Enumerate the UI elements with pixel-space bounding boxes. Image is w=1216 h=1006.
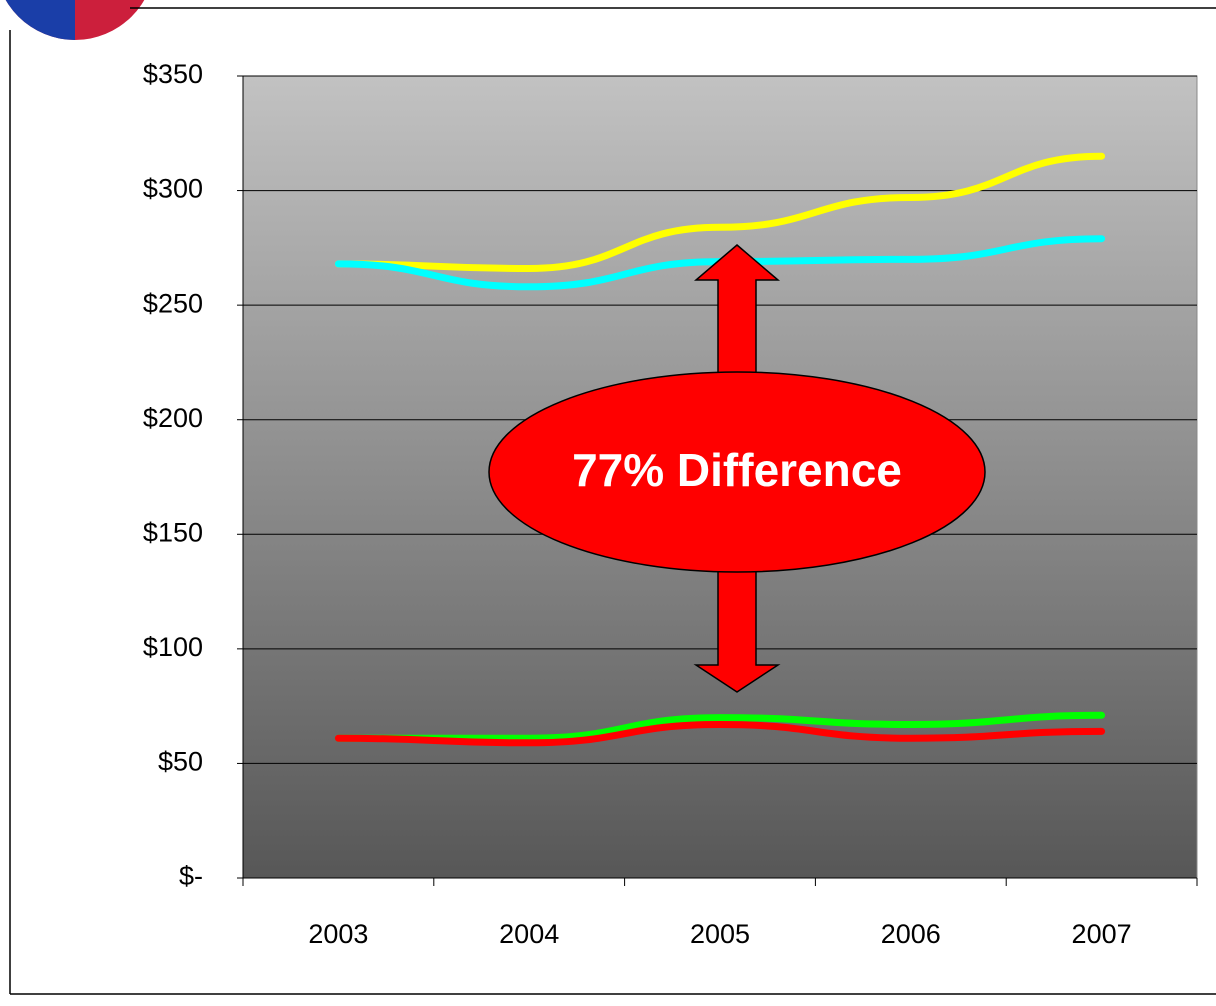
y-tick-label: $100 [143, 632, 203, 662]
y-tick-label: $- [179, 861, 203, 891]
series-line [334, 720, 1106, 747]
x-tick-label: 2006 [881, 919, 941, 949]
y-tick-label: $350 [143, 59, 203, 89]
series-line [334, 152, 1106, 272]
x-tick-label: 2005 [690, 919, 750, 949]
logo-part [5, 0, 75, 40]
series-line [334, 711, 1106, 742]
y-tick-label: $50 [158, 747, 203, 777]
x-tick-label: 2007 [1072, 919, 1132, 949]
y-tick-label: $150 [143, 517, 203, 547]
y-tick-label: $250 [143, 288, 203, 318]
y-tick-label: $200 [143, 403, 203, 433]
annotation-ellipse [488, 371, 986, 573]
y-tick-label: $300 [143, 174, 203, 204]
x-tick-label: 2003 [308, 919, 368, 949]
x-tick-label: 2004 [499, 919, 559, 949]
annotation-text: 77% Difference [572, 444, 902, 496]
annotation: 77% Difference [488, 244, 986, 693]
